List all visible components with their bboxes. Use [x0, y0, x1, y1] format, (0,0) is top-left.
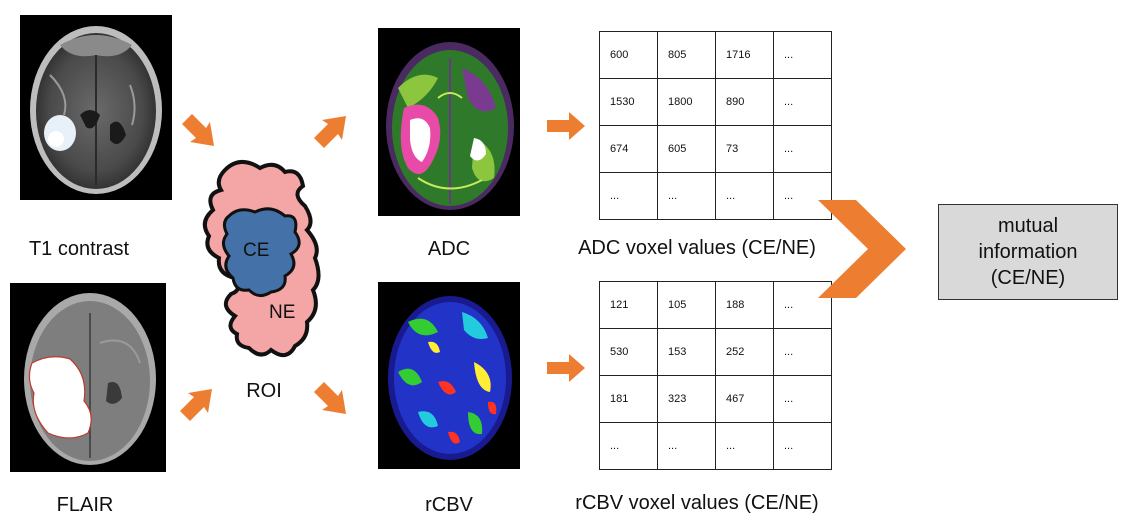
table-cell: 530 — [599, 328, 658, 376]
table-cell: 600 — [599, 31, 658, 79]
adc-voxel-values-label: ADC voxel values (CE/NE) — [578, 237, 816, 259]
table-cell: 105 — [657, 281, 716, 329]
table-cell: 605 — [657, 125, 716, 173]
table-cell: 1716 — [715, 31, 774, 79]
flair-label: FLAIR — [56, 494, 114, 516]
table-cell: ... — [773, 422, 832, 470]
roi-label: ROI — [246, 380, 282, 402]
table-row: ... ... ... ... — [599, 422, 832, 470]
table-row: 121 105 188 ... — [599, 281, 832, 329]
arrow-rcbv-to-table — [547, 354, 585, 382]
arrow-t1-to-roi — [182, 114, 214, 146]
table-cell: 674 — [599, 125, 658, 173]
adc-map-image — [378, 28, 520, 216]
output-line-1: mutual — [997, 215, 1059, 237]
flair-image — [10, 283, 166, 472]
table-cell: ... — [657, 172, 716, 220]
table-cell: ... — [599, 172, 658, 220]
table-row: 181 323 467 ... — [599, 375, 832, 423]
ne-label: NE — [269, 302, 295, 323]
table-cell: ... — [773, 172, 832, 220]
arrow-flair-to-roi — [180, 389, 212, 421]
table-cell: 467 — [715, 375, 774, 423]
output-line-3: (CE/NE) — [990, 267, 1066, 289]
arrow-roi-to-adc — [314, 116, 346, 148]
table-cell: 153 — [657, 328, 716, 376]
rcbv-voxel-values-label: rCBV voxel values (CE/NE) — [575, 492, 819, 514]
roi-diagram: CE NE — [202, 160, 321, 358]
table-cell: ... — [773, 281, 832, 329]
table-cell: ... — [773, 375, 832, 423]
table-cell: 181 — [599, 375, 658, 423]
ce-region — [222, 207, 301, 297]
table-cell: 73 — [715, 125, 774, 173]
ce-label: CE — [243, 240, 269, 261]
rcbv-voxel-table: 121 105 188 ... 530 153 252 ... 181 323 … — [599, 281, 832, 470]
table-cell: 1800 — [657, 78, 716, 126]
rcbv-map-image — [378, 282, 520, 469]
table-row: 1530 1800 890 ... — [599, 78, 832, 126]
table-cell: 121 — [599, 281, 658, 329]
table-cell: ... — [773, 78, 832, 126]
table-cell: 252 — [715, 328, 774, 376]
adc-voxel-table: 600 805 1716 ... 1530 1800 890 ... 674 6… — [599, 31, 832, 220]
t1-contrast-image — [20, 15, 172, 200]
table-row: 600 805 1716 ... — [599, 31, 832, 79]
table-cell: 323 — [657, 375, 716, 423]
table-row: 674 605 73 ... — [599, 125, 832, 173]
chevron-arrow — [818, 200, 906, 298]
table-cell: ... — [773, 328, 832, 376]
t1-contrast-label: T1 contrast — [28, 238, 130, 260]
arrow-adc-to-table — [547, 112, 585, 140]
table-cell: ... — [715, 172, 774, 220]
table-cell: 1530 — [599, 78, 658, 126]
table-cell: ... — [599, 422, 658, 470]
mutual-information-box: mutual information (CE/NE) — [938, 204, 1118, 300]
table-cell: ... — [773, 31, 832, 79]
table-cell: ... — [773, 125, 832, 173]
table-cell: 805 — [657, 31, 716, 79]
table-cell: ... — [657, 422, 716, 470]
rcbv-label: rCBV — [425, 494, 473, 516]
arrow-roi-to-rcbv — [314, 382, 346, 414]
table-row: 530 153 252 ... — [599, 328, 832, 376]
table-cell: 890 — [715, 78, 774, 126]
output-line-2: information — [978, 241, 1078, 263]
table-row: ... ... ... ... — [599, 172, 832, 220]
adc-label: ADC — [427, 238, 471, 260]
table-cell: ... — [715, 422, 774, 470]
table-cell: 188 — [715, 281, 774, 329]
